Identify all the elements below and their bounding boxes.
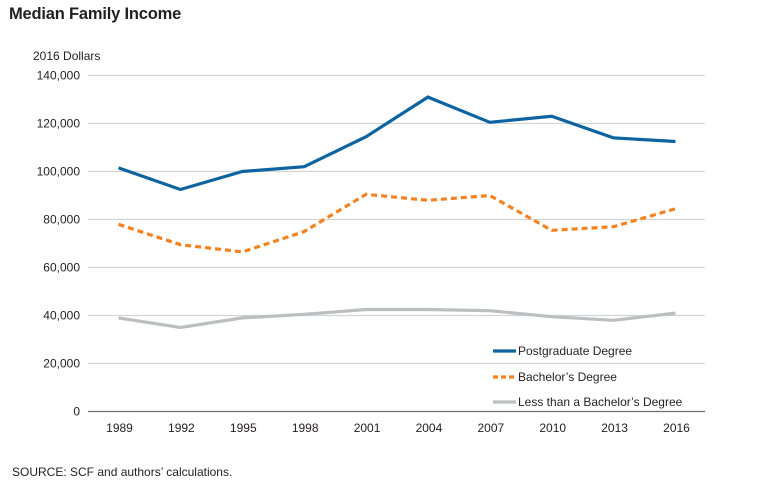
x-tick-label: 2004	[416, 421, 443, 435]
series-lines	[117, 95, 676, 330]
source-note: SOURCE: SCF and authors’ calculations.	[12, 465, 233, 479]
x-tick-label: 2001	[354, 421, 381, 435]
series-line-postgraduate	[117, 95, 676, 192]
y-tick-label: 100,000	[37, 165, 81, 179]
y-tick-label: 120,000	[37, 117, 81, 131]
y-axis-label: 2016 Dollars	[33, 49, 100, 63]
legend-label: Bachelor’s Degree	[518, 370, 617, 384]
y-tick-label: 20,000	[43, 357, 80, 371]
y-tick-label: 140,000	[37, 69, 81, 83]
series-line-less-than-bachelors	[118, 307, 676, 330]
chart-title: Median Family Income	[9, 5, 182, 23]
x-tick-label: 2010	[539, 421, 566, 435]
x-tick-label: 2016	[663, 421, 690, 435]
x-tick-label: 1989	[106, 421, 133, 435]
y-tick-labels: 0 20,000 40,000 60,000 80,000 100,000 120,000 1…	[37, 69, 81, 419]
series-line-bachelors	[117, 192, 676, 254]
x-tick-labels: 1989 1992 1995 1998 2001 2004 2007 2010 2013 2016	[106, 421, 690, 435]
legend-label: Less than a Bachelor’s Degree	[518, 395, 683, 409]
legend: Postgraduate Degree Bachelor’s Degree Less…	[493, 344, 683, 409]
x-tick-label: 2013	[601, 421, 628, 435]
x-tick-label: 1995	[230, 421, 257, 435]
y-tick-label: 40,000	[43, 309, 80, 323]
legend-label: Postgraduate Degree	[518, 344, 632, 358]
y-tick-label: 60,000	[43, 261, 80, 275]
x-tick-label: 1998	[292, 421, 319, 435]
x-tick-label: 1992	[168, 421, 195, 435]
gridlines	[88, 74, 705, 413]
y-tick-label: 0	[73, 405, 80, 419]
x-tick-label: 2007	[477, 421, 504, 435]
y-tick-label: 80,000	[43, 213, 80, 227]
